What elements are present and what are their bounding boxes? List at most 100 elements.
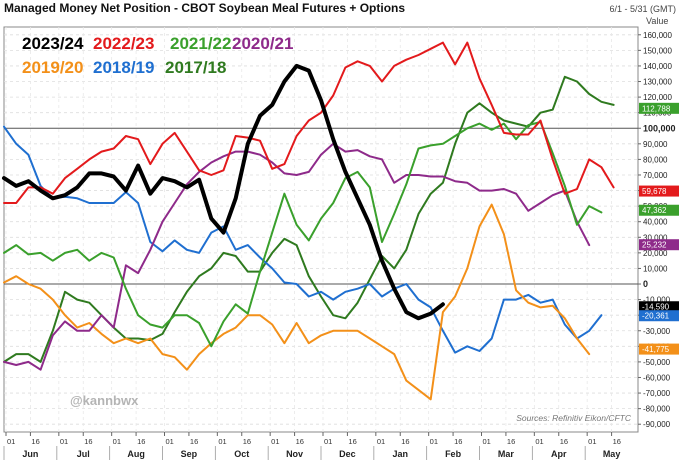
x-day-label: 01 (430, 437, 438, 446)
last-value-tag: 59,678 (639, 185, 679, 197)
legend-entry: 2019/20 (22, 58, 83, 77)
legend: 2023/24 2022/23 2021/22 2020/21 2019/20 2018/… (22, 34, 293, 77)
month-label: Oct (234, 449, 249, 459)
y-tick-label: 0 (643, 279, 648, 289)
series-line-2020-21 (3, 142, 591, 371)
x-day-label: 01 (218, 437, 226, 446)
last-value-tag: -20,361 (639, 310, 679, 322)
month-label: May (603, 449, 621, 459)
last-value-tag-bg (639, 343, 679, 355)
x-day-label: 16 (190, 437, 198, 446)
plot-border (3, 26, 639, 433)
x-day-label: 16 (31, 437, 39, 446)
y-tick-label: -80,000 (643, 405, 671, 414)
month-label: Dec (339, 449, 356, 459)
x-day-label: 01 (483, 437, 491, 446)
x-day-label: 01 (377, 437, 385, 446)
last-value-tag-bg (639, 301, 679, 313)
watermark: @kannbwx (70, 393, 139, 408)
gridlines (3, 26, 639, 433)
last-value-tag-bg (639, 310, 679, 322)
month-label: Sep (181, 449, 198, 459)
y-tick-label: 40,000 (643, 218, 668, 227)
value-axis-title: Value (646, 16, 668, 26)
chart-title: Managed Money Net Position - CBOT Soybea… (4, 1, 405, 15)
last-value-tag-label: 47,362 (642, 206, 667, 215)
x-day-label: 01 (60, 437, 68, 446)
last-value-tag: 47,362 (639, 204, 679, 216)
last-value-tag: 112,788 (639, 102, 679, 114)
month-label: Jan (392, 449, 408, 459)
y-tick-label: -70,000 (643, 389, 671, 398)
legend-entry: 2018/19 (93, 58, 154, 77)
legend-entry: 2021/22 (170, 34, 231, 53)
last-value-tag-label: -41,775 (642, 345, 670, 354)
y-tick-label: 20,000 (643, 249, 668, 258)
y-tick-label: 70,000 (643, 171, 668, 180)
y-tick-label: 160,000 (643, 31, 672, 40)
y-tick-label: -10,000 (643, 296, 671, 305)
last-value-tag-bg (639, 185, 679, 197)
series-line-2022-23 (3, 41, 615, 204)
source-note: Sources: Refinitiv Eikon/CFTC (516, 413, 632, 423)
x-day-label: 16 (613, 437, 621, 446)
x-day-label: 01 (113, 437, 121, 446)
x-day-label: 16 (401, 437, 409, 446)
month-label: Aug (127, 449, 145, 459)
last-value-tag-label: 112,788 (642, 104, 671, 113)
month-label: Feb (445, 449, 462, 459)
month-label: Apr (551, 449, 567, 459)
x-axis: 01 16 Jun 01 16 Jul 01 16 Aug 01 16 Sep 01 16 Oct 01 16 N… (3, 432, 621, 460)
series-lines (2, 41, 615, 401)
month-label: Jun (22, 449, 38, 459)
series-line-2019-20 (3, 203, 591, 401)
last-value-tag: 25,232 (639, 239, 679, 251)
last-value-tag-bg (639, 102, 679, 114)
x-day-label: 01 (324, 437, 332, 446)
x-day-label: 01 (271, 437, 279, 446)
y-tick-label: 30,000 (643, 233, 668, 242)
y-tick-label: 10,000 (643, 264, 668, 273)
x-day-label: 01 (588, 437, 596, 446)
x-day-label: 01 (7, 437, 15, 446)
last-value-tags: 112,788 59,678 47,362 25,232 -14,590-20,361 -… (639, 102, 679, 355)
y-tick-label: 150,000 (643, 46, 672, 55)
month-label: Nov (286, 449, 303, 459)
legend-entry: 2020/21 (232, 34, 293, 53)
y-tick-label: 120,000 (643, 93, 672, 102)
x-day-label: 01 (535, 437, 543, 446)
x-day-label: 16 (243, 437, 251, 446)
last-value-tag-bg (639, 239, 679, 251)
y-tick-label: -50,000 (643, 358, 671, 367)
series-line-2018-19 (3, 125, 603, 354)
last-value-tag: -14,590 (639, 301, 679, 313)
x-day-label: 16 (454, 437, 462, 446)
last-value-tag: -41,775 (639, 343, 679, 355)
legend-entry: 2023/24 (22, 34, 84, 53)
last-value-tag-label: 25,232 (642, 241, 667, 250)
y-tick-label: -60,000 (643, 373, 671, 382)
x-day-label: 16 (348, 437, 356, 446)
last-value-tag-label: -14,590 (642, 303, 670, 312)
y-tick-label: 100,000 (643, 123, 676, 133)
x-day-label: 01 (166, 437, 174, 446)
last-value-tag-label: 59,678 (642, 187, 667, 196)
series-line-2021-22 (3, 121, 603, 348)
month-label: Jul (77, 449, 90, 459)
last-value-tag-bg (639, 204, 679, 216)
y-tick-label: -90,000 (643, 420, 671, 429)
date-range-label: 6/1 - 5/31 (GMT) (609, 4, 676, 14)
month-label: Mar (498, 449, 515, 459)
y-tick-label: 90,000 (643, 140, 668, 149)
x-day-label: 16 (560, 437, 568, 446)
x-day-label: 16 (507, 437, 515, 446)
series-line-2023-24 (2, 63, 445, 321)
x-day-label: 16 (137, 437, 145, 446)
x-day-label: 16 (296, 437, 304, 446)
y-tick-label: -30,000 (643, 327, 671, 336)
y-tick-label: 80,000 (643, 155, 668, 164)
y-tick-label: 140,000 (643, 62, 672, 71)
x-day-label: 16 (84, 437, 92, 446)
y-tick-label: 130,000 (643, 78, 672, 87)
